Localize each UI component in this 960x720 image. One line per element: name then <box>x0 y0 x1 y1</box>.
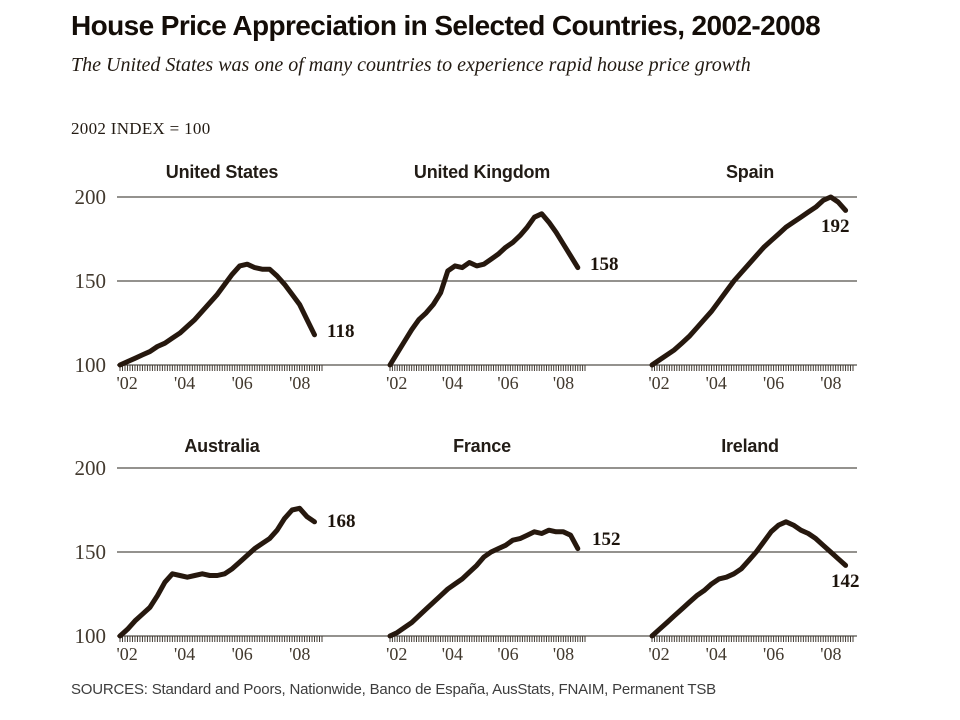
series-line-france <box>387 527 581 639</box>
series-line-spain <box>649 194 849 368</box>
x-axis-ticks-united-states <box>119 365 323 371</box>
x-tick-label: '06 <box>497 644 518 664</box>
y-tick-label: 100 <box>75 624 107 648</box>
x-tick-label: '02 <box>648 373 669 393</box>
figure-subtitle: The United States was one of many countr… <box>71 54 751 76</box>
panel-title-australia: Australia <box>184 436 260 456</box>
x-axis-ticks-spain <box>651 365 854 371</box>
x-tick-label: '08 <box>289 373 310 393</box>
x-axis-ticks-france <box>389 636 586 642</box>
panel-title-united-states: United States <box>165 162 279 182</box>
end-value-united-states: 118 <box>327 321 355 342</box>
x-tick-label: '04 <box>442 644 463 664</box>
panel-title-france: France <box>453 436 511 456</box>
y-tick-label: 200 <box>75 456 107 480</box>
end-value-ireland: 142 <box>831 571 860 592</box>
panel-title-ireland: Ireland <box>721 436 779 456</box>
end-value-australia: 168 <box>327 511 356 532</box>
series-line-united-kingdom <box>387 211 581 368</box>
x-axis-ticks-united-kingdom <box>389 365 586 371</box>
x-tick-label: '02 <box>648 644 669 664</box>
x-tick-label: '02 <box>116 373 137 393</box>
x-tick-label: '02 <box>386 373 407 393</box>
series-line-ireland <box>649 519 849 639</box>
x-tick-label: '06 <box>763 644 784 664</box>
x-tick-label: '04 <box>174 373 195 393</box>
sources-note: SOURCES: Standard and Poors, Nationwide,… <box>71 681 716 698</box>
end-value-france: 152 <box>592 529 621 550</box>
x-tick-label: '08 <box>820 373 841 393</box>
x-tick-label: '02 <box>386 644 407 664</box>
figure-title: House Price Appreciation in Selected Cou… <box>71 10 821 41</box>
panel-title-united-kingdom: United Kingdom <box>413 162 551 182</box>
series-line-united-states <box>117 261 317 368</box>
panel-title-spain: Spain <box>725 162 774 182</box>
x-tick-label: '04 <box>442 373 463 393</box>
x-axis-ticks-australia <box>119 636 323 642</box>
x-tick-label: '06 <box>232 644 253 664</box>
x-tick-label: '04 <box>706 644 727 664</box>
end-value-united-kingdom: 158 <box>590 254 619 275</box>
x-tick-label: '04 <box>706 373 727 393</box>
end-value-spain: 192 <box>821 216 850 237</box>
y-tick-label: 100 <box>75 353 107 377</box>
x-tick-label: '08 <box>289 644 310 664</box>
x-tick-label: '04 <box>174 644 195 664</box>
series-line-australia <box>117 505 317 639</box>
x-tick-label: '08 <box>820 644 841 664</box>
chart-row-bottom: 200 150 100 '02 '04 '06 '08 '02 '04 '06 '08 '02 '04 '… <box>75 456 857 664</box>
x-axis-ticks-ireland <box>651 636 854 642</box>
y-tick-label: 150 <box>75 269 107 293</box>
chart-row-top: 200 150 100 '02 '04 '06 '08 '02 '04 '06 '08 '02 '04 '… <box>75 185 857 393</box>
x-tick-label: '06 <box>497 373 518 393</box>
x-tick-label: '06 <box>232 373 253 393</box>
x-tick-label: '02 <box>116 644 137 664</box>
x-tick-label: '08 <box>553 373 574 393</box>
index-base-note: 2002 INDEX = 100 <box>71 119 211 138</box>
x-tick-label: '08 <box>553 644 574 664</box>
y-tick-label: 200 <box>75 185 107 209</box>
y-tick-label: 150 <box>75 540 107 564</box>
x-tick-label: '06 <box>763 373 784 393</box>
